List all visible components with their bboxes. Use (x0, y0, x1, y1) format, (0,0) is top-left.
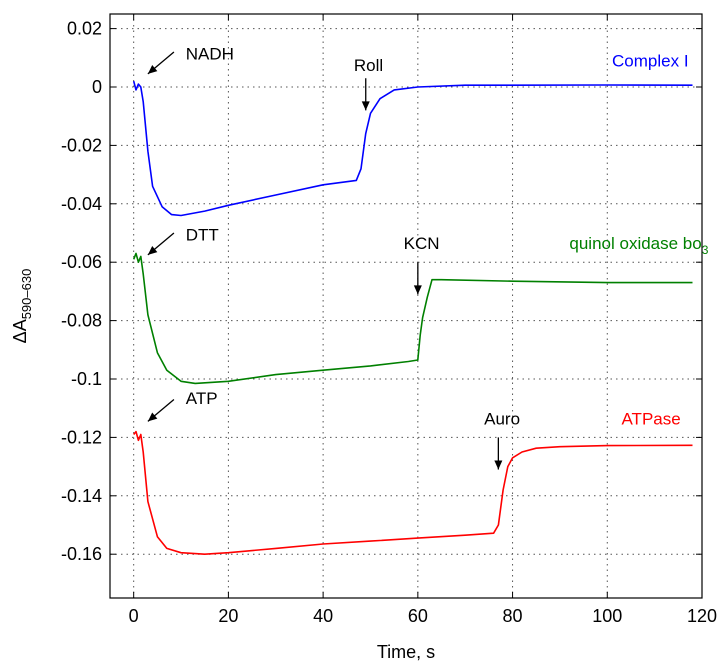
series-label-sub: 3 (702, 243, 709, 257)
series-label-main: quinol oxidase bo (569, 234, 701, 253)
y-tick-label: -0.16 (61, 544, 102, 564)
y-tick-label: -0.06 (61, 252, 102, 272)
annotation-label-5: Auro (484, 409, 520, 428)
y-tick-label: -0.08 (61, 311, 102, 331)
y-axis-label-main: ΔA (10, 319, 30, 343)
annotation-label-0: NADH (186, 44, 234, 63)
annotation-label-1: Roll (354, 56, 383, 75)
tick-labels: 0 20 40 60 80 100 120 0.02 0 -0.02 -0.04 -0.06 -0.08… (61, 19, 717, 626)
annotation-arrowhead-1 (362, 101, 370, 110)
y-tick-label: 0.02 (67, 19, 102, 39)
x-tick-label: 0 (129, 606, 139, 626)
x-tick-label: 80 (503, 606, 523, 626)
y-tick-label: 0 (92, 77, 102, 97)
series-label-1: quinol oxidase bo3 (569, 234, 708, 257)
annotation-arrowhead-5 (494, 461, 502, 470)
x-axis-label: Time, s (377, 642, 435, 662)
annotations: NADH Roll DTT KCN ATP Auro (148, 44, 520, 469)
y-tick-label: -0.14 (61, 486, 102, 506)
y-tick-label: -0.04 (61, 194, 102, 214)
annotation-label-4: ATP (186, 389, 218, 408)
y-tick-label: -0.02 (61, 135, 102, 155)
x-tick-label: 20 (218, 606, 238, 626)
series-line-1 (134, 253, 693, 383)
grid (110, 14, 702, 598)
series-line-2 (134, 432, 693, 555)
x-tick-label: 60 (408, 606, 428, 626)
axis-ticks (110, 14, 702, 598)
series-label-2: ATPase (621, 409, 680, 428)
y-tick-label: -0.12 (61, 427, 102, 447)
y-tick-label: -0.1 (71, 369, 102, 389)
annotation-label-2: DTT (186, 225, 219, 244)
x-tick-label: 100 (592, 606, 622, 626)
svg-text:ΔA590–630: ΔA590–630 (10, 269, 34, 344)
series-line-0 (134, 81, 693, 215)
x-tick-label: 120 (687, 606, 717, 626)
annotation-arrowhead-3 (414, 285, 422, 294)
y-axis-label-sub: 590–630 (19, 269, 34, 320)
annotation-label-3: KCN (404, 234, 440, 253)
plot-frame (110, 14, 702, 598)
series-labels: Complex I quinol oxidase bo3 ATPase (569, 52, 708, 429)
series-layer (134, 81, 693, 554)
series-label-0: Complex I (612, 52, 689, 71)
y-axis-label: ΔA590–630 (10, 269, 34, 344)
x-tick-label: 40 (313, 606, 333, 626)
